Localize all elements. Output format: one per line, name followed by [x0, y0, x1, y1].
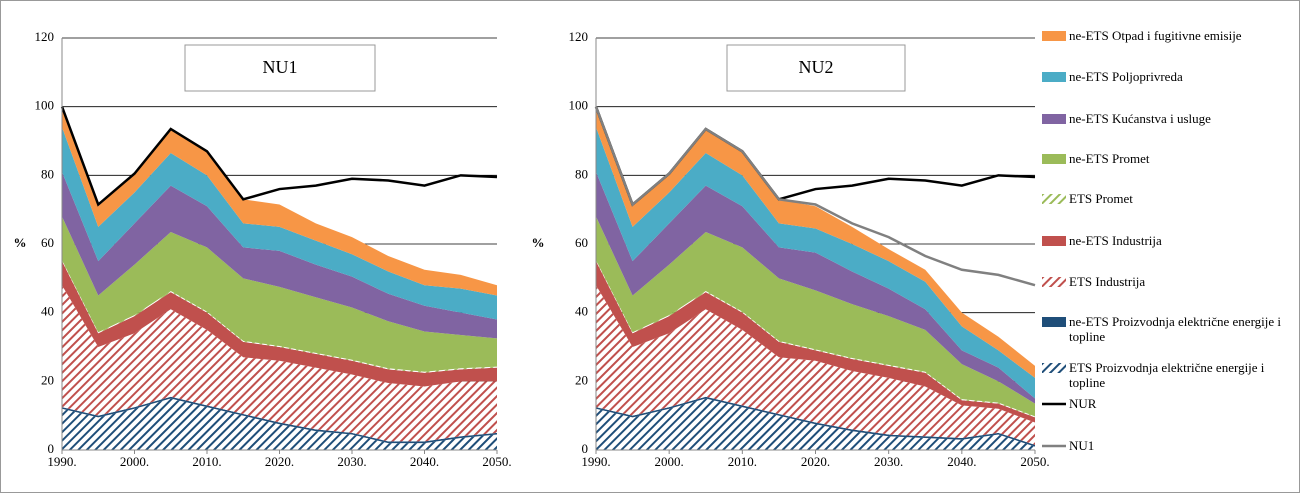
line	[60, 106, 498, 207]
legend-swatch	[1042, 402, 1066, 406]
area	[62, 285, 497, 442]
legend-label: ne-ETS Promet	[1069, 151, 1150, 166]
legend-box	[1042, 194, 1066, 204]
legend-label: ne-ETS Proizvodnja električne energije i…	[1069, 314, 1282, 344]
x-tick-label: 2010.	[728, 454, 757, 469]
legend-label: ETS Industrija	[1069, 274, 1146, 289]
legend-swatch	[1042, 236, 1066, 246]
legend-swatch	[1042, 363, 1066, 373]
y-tick-label: 0	[48, 441, 55, 456]
x-tick-label: 2020.	[801, 454, 830, 469]
area	[62, 106, 497, 296]
legend-item: ETS Promet	[1042, 191, 1292, 206]
legend-box	[1042, 317, 1066, 327]
y-tick-label: 60	[575, 235, 588, 250]
y-axis-label: %	[14, 235, 27, 250]
legend-swatch	[1042, 154, 1066, 164]
area	[596, 261, 1035, 423]
y-tick-label: 120	[569, 29, 589, 44]
x-tick-label: 2000.	[120, 454, 149, 469]
legend-item: NUR	[1042, 396, 1292, 411]
legend-label: ne-ETS Poljoprivreda	[1069, 69, 1183, 84]
legend-box	[1042, 154, 1066, 164]
y-tick-label: 40	[575, 304, 588, 319]
x-tick-label: 2010.	[192, 454, 221, 469]
x-tick-label: 2030.	[874, 454, 903, 469]
y-tick-label: 100	[35, 98, 55, 113]
y-tick-label: 100	[569, 98, 589, 113]
legend-swatch	[1042, 277, 1066, 287]
y-tick-label: 80	[41, 166, 54, 181]
legend-label: ETS Promet	[1069, 191, 1133, 206]
area	[596, 171, 1035, 404]
chart-title: NU2	[799, 57, 834, 77]
legend-label: ne-ETS Otpad i fugitivne emisije	[1069, 28, 1242, 43]
area	[62, 261, 497, 387]
x-tick-label: 2040.	[410, 454, 439, 469]
legend-label: ETS Proizvodnja električne energije i to…	[1069, 360, 1265, 390]
legend-swatch	[1042, 31, 1066, 41]
area	[596, 216, 1035, 417]
y-axis-label: %	[532, 235, 545, 250]
legend-item: ne-ETS Kućanstva i usluge	[1042, 111, 1292, 126]
legend-swatch	[1042, 444, 1066, 448]
legend-box	[1042, 72, 1066, 82]
x-tick-label: 1990.	[581, 454, 610, 469]
y-tick-label: 20	[575, 372, 588, 387]
area	[62, 396, 497, 444]
x-tick-label: 2020.	[265, 454, 294, 469]
x-tick-label: 2040.	[947, 454, 976, 469]
legend-swatch	[1042, 317, 1066, 327]
x-tick-label: 2050.	[482, 454, 511, 469]
legend-box	[1042, 236, 1066, 246]
legend-label: ne-ETS Kućanstva i usluge	[1069, 111, 1211, 126]
legend-item: ne-ETS Industrija	[1042, 233, 1292, 248]
legend-box	[1042, 363, 1066, 373]
y-tick-label: 80	[575, 166, 588, 181]
x-tick-label: 2050.	[1020, 454, 1049, 469]
y-tick-label: 0	[582, 441, 589, 456]
title-box	[184, 44, 376, 92]
legend-swatch	[1042, 114, 1066, 124]
chart-title: NU1	[263, 57, 298, 77]
legend-label: ne-ETS Industrija	[1069, 233, 1162, 248]
legend-swatch	[1042, 194, 1066, 204]
area	[62, 171, 497, 339]
legend-box	[1042, 31, 1066, 41]
legend-swatch	[1042, 72, 1066, 82]
legend-label: NU1	[1069, 438, 1095, 453]
legend-item: ne-ETS Proizvodnja električne energije i…	[1042, 314, 1292, 344]
x-tick-label: 2030.	[337, 454, 366, 469]
area	[62, 216, 497, 372]
y-tick-label: 40	[41, 304, 54, 319]
x-tick-label: 2000.	[655, 454, 684, 469]
y-tick-label: 120	[35, 29, 55, 44]
y-tick-label: 60	[41, 235, 54, 250]
area	[596, 285, 1035, 445]
legend-item: ETS Industrija	[1042, 274, 1292, 289]
line	[594, 106, 1036, 287]
legend-item: ne-ETS Otpad i fugitivne emisije	[1042, 28, 1292, 43]
x-tick-label: 1990.	[47, 454, 76, 469]
legend-item: NU1	[1042, 438, 1292, 453]
title-box	[726, 44, 906, 92]
legend-label: NUR	[1069, 396, 1097, 411]
y-tick-label: 20	[41, 372, 54, 387]
legend-item: ne-ETS Promet	[1042, 151, 1292, 166]
legend-box	[1042, 114, 1066, 124]
legend-item: ETS Proizvodnja električne energije i to…	[1042, 360, 1292, 390]
legend-item: ne-ETS Poljoprivreda	[1042, 69, 1292, 84]
legend-box	[1042, 277, 1066, 287]
